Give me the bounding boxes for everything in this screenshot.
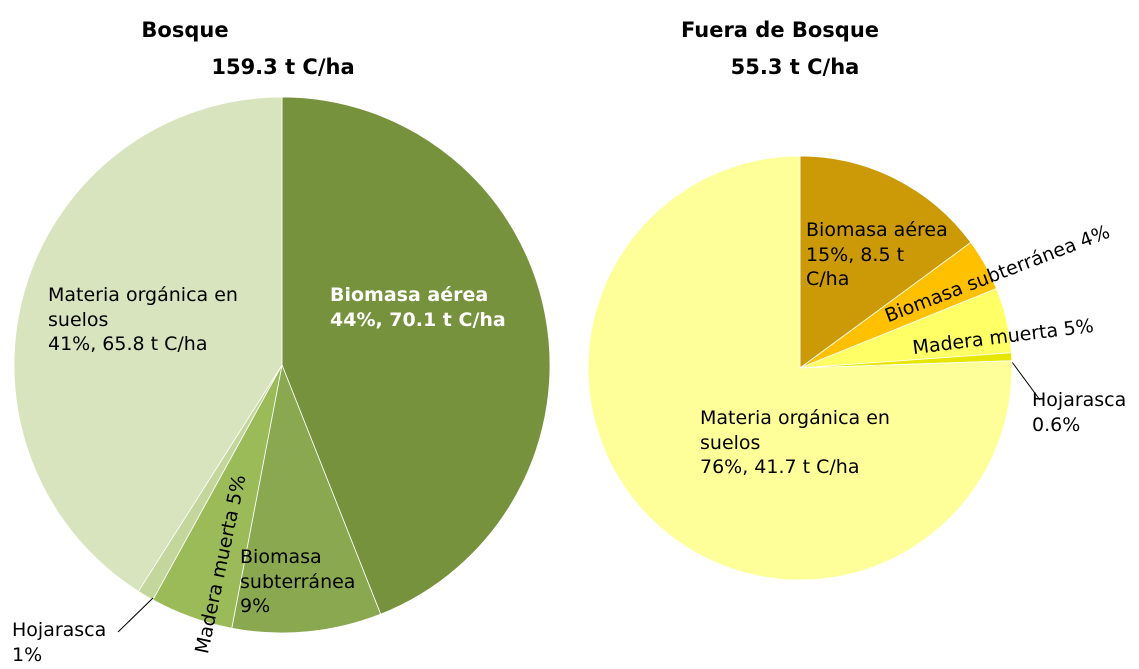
chart-subtitle: 55.3 t C/ha <box>730 55 860 79</box>
slice-category: Hojarasca <box>12 619 107 641</box>
leader-line <box>117 597 154 633</box>
slice-label: Biomasa aérea 44%, 70.1 t C/ha <box>330 283 506 332</box>
slice-label: Materia orgánica en suelos 41%, 65.8 t C/… <box>48 283 263 357</box>
slice-label: Hojarasca 0.6% <box>1032 388 1126 437</box>
slice-value: 41%, 65.8 t C/ha <box>48 333 208 356</box>
pie-slice <box>799 155 972 369</box>
slice-category: Materia orgánica en suelos <box>48 284 238 331</box>
slice-label: Hojarasca 1% <box>12 618 106 667</box>
chart-subtitle: 159.3 t C/ha <box>211 55 355 79</box>
leader-line <box>1011 361 1041 401</box>
slice-label: Biomasa aérea 15%, 8.5 t C/ha <box>806 218 948 292</box>
slice-category: Biomasa subterránea <box>240 546 356 593</box>
slice-category: Biomasa aérea <box>330 284 489 306</box>
pie-slice <box>13 96 283 592</box>
slice-label: Materia orgánica en suelos 76%, 41.7 t C/… <box>700 406 905 480</box>
slice-category: Biomasa aérea <box>806 219 948 241</box>
slice-value: 5% <box>222 472 251 507</box>
pie-slice <box>587 155 1013 581</box>
chart-title: Fuera de Bosque <box>680 18 880 42</box>
pie-slice <box>281 96 551 615</box>
slice-value: 44%, 70.1 t C/ha <box>330 308 506 331</box>
slice-value: 76%, 41.7 t C/ha <box>700 456 860 479</box>
slice-value: 9% <box>240 595 271 618</box>
slice-value: 0.6% <box>1032 413 1081 436</box>
slice-value: 1% <box>12 643 43 666</box>
slice-category: Hojarasca <box>1032 389 1127 411</box>
slice-label: Biomasa subterránea 9% <box>240 545 370 619</box>
slice-category: Materia orgánica en suelos <box>700 407 890 454</box>
chart-title: Bosque <box>141 18 229 42</box>
pie-slice <box>231 363 382 634</box>
slice-value: 15%, 8.5 t C/ha <box>806 243 905 291</box>
slice-value: 5% <box>1062 314 1095 341</box>
